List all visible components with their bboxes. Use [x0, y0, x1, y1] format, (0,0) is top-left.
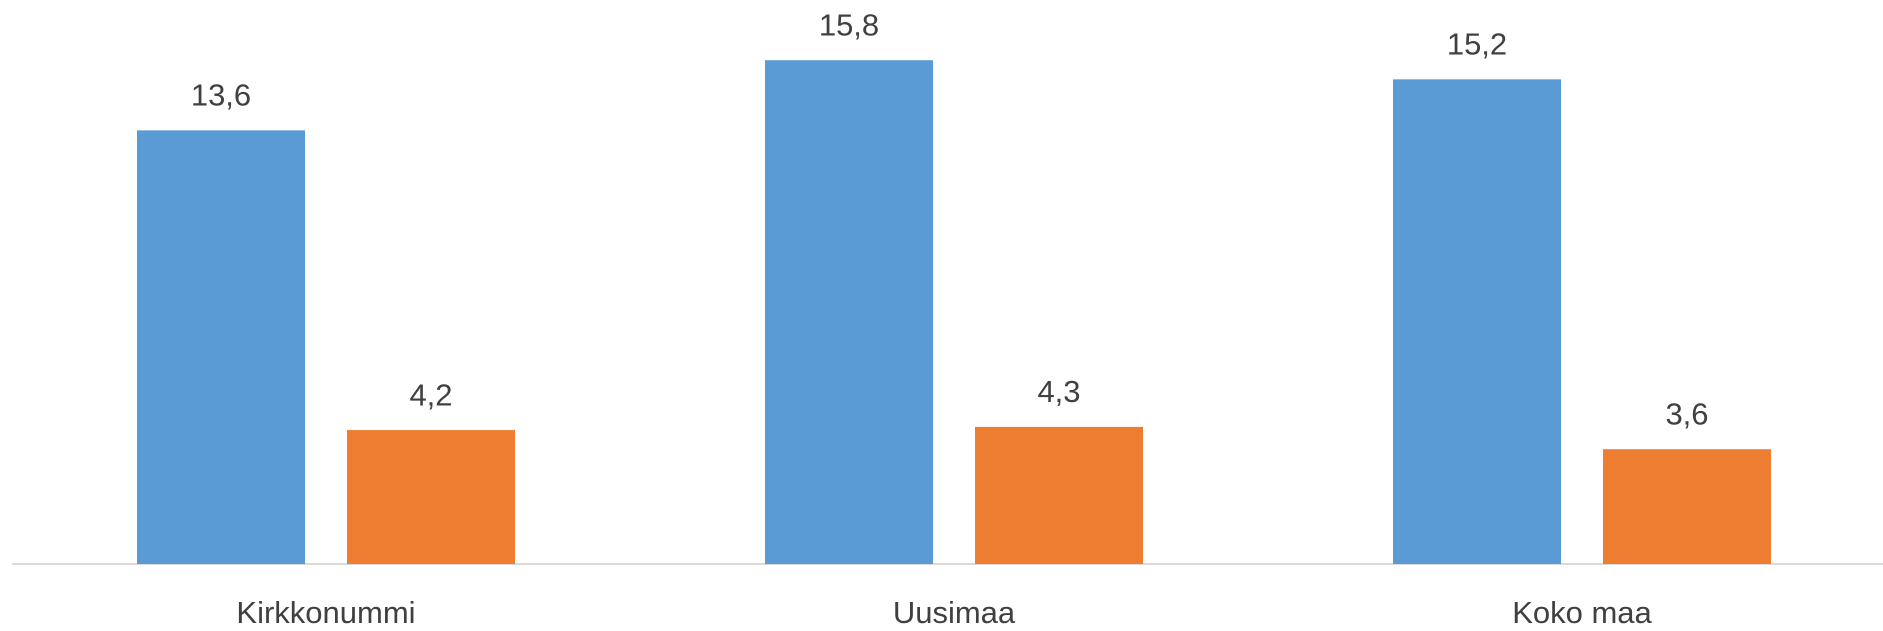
bar	[1393, 79, 1561, 564]
bar	[765, 60, 933, 564]
bar	[347, 430, 515, 564]
bar	[1603, 449, 1771, 564]
x-tick-label: Koko maa	[1512, 595, 1652, 630]
value-label: 4,2	[409, 377, 452, 412]
value-label: 15,2	[1447, 27, 1507, 62]
value-label: 13,6	[191, 78, 251, 113]
value-label: 3,6	[1665, 396, 1708, 431]
value-label: 4,3	[1037, 374, 1080, 409]
x-tick-label: Uusimaa	[893, 595, 1016, 630]
value-label: 15,8	[819, 7, 879, 42]
x-tick-label: Kirkkonummi	[236, 595, 415, 630]
bar	[975, 426, 1143, 564]
bar	[137, 130, 305, 564]
